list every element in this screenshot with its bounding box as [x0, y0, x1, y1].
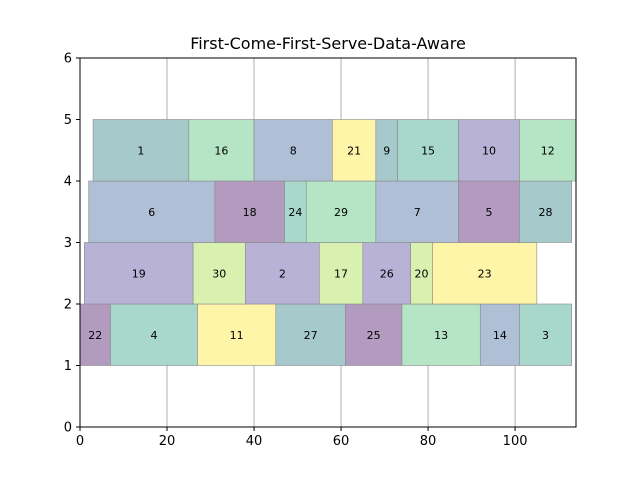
task-bar	[88, 180, 216, 243]
task-bar	[375, 180, 459, 243]
task-bar	[519, 119, 577, 182]
y-tick-label: 6	[64, 52, 72, 67]
task-bar-label: 27	[304, 329, 318, 342]
x-tick-label: 40	[246, 434, 263, 449]
task-bar	[92, 119, 190, 182]
task-bar-label: 18	[243, 206, 257, 219]
task-bar-label: 4	[150, 329, 157, 342]
task-bar-label: 2	[279, 267, 286, 280]
task-bar-label: 30	[212, 267, 226, 280]
task-bar-label: 19	[132, 267, 146, 280]
task-bar	[110, 303, 198, 366]
task-bar-label: 1	[137, 144, 144, 157]
task-bar-label: 13	[434, 329, 448, 342]
task-bar-label: 24	[288, 206, 302, 219]
task-bar-label: 12	[541, 144, 555, 157]
task-bar-label: 5	[485, 206, 492, 219]
task-bar-label: 29	[334, 206, 348, 219]
task-bar	[401, 303, 481, 366]
task-bar-label: 23	[478, 267, 492, 280]
task-bar-label: 16	[214, 144, 228, 157]
y-tick-label: 5	[64, 113, 72, 128]
task-bar-label: 22	[88, 329, 102, 342]
task-bar-label: 20	[415, 267, 429, 280]
task-bar	[519, 303, 572, 366]
task-bar	[275, 303, 346, 366]
x-tick-label: 0	[76, 434, 84, 449]
task-bar-label: 3	[542, 329, 549, 342]
task-bar	[458, 180, 520, 243]
x-tick-label: 20	[159, 434, 176, 449]
task-bar-label: 7	[414, 206, 421, 219]
x-axis-ticks: 0 20 40 60 80 100	[76, 427, 528, 449]
task-bar-label: 25	[367, 329, 381, 342]
y-axis-ticks: 0 1 2 3 4 5 6	[64, 52, 80, 436]
bars-group: 22 4 11 27 25 13 14 3 19 30 2 17 26 20 23 6 18 24 29 7 5 28 1 1…	[79, 119, 577, 366]
task-bar-label: 26	[380, 267, 394, 280]
task-bar	[84, 242, 194, 305]
task-bar-label: 11	[230, 329, 244, 342]
task-bar-label: 9	[383, 144, 390, 157]
task-bar	[192, 242, 246, 305]
task-bar-label: 14	[493, 329, 507, 342]
task-bar-label: 28	[539, 206, 553, 219]
task-bar	[197, 303, 277, 366]
task-bar	[397, 119, 459, 182]
task-bar	[362, 242, 411, 305]
y-tick-label: 2	[64, 298, 72, 313]
task-bar	[432, 242, 538, 305]
task-bar-label: 21	[347, 144, 361, 157]
task-bar-label: 10	[482, 144, 496, 157]
x-tick-label: 80	[420, 434, 437, 449]
y-tick-label: 3	[64, 236, 72, 251]
y-tick-label: 4	[64, 175, 72, 190]
task-bar	[345, 303, 403, 366]
chart-title: First-Come-First-Serve-Data-Aware	[190, 34, 466, 53]
task-bar-label: 6	[148, 206, 155, 219]
x-tick-label: 60	[333, 434, 350, 449]
task-bar	[305, 180, 377, 243]
task-bar	[458, 119, 520, 182]
task-bar	[214, 180, 285, 243]
task-bar-label: 15	[421, 144, 435, 157]
y-tick-label: 0	[64, 421, 72, 436]
task-bar	[519, 180, 572, 243]
y-tick-label: 1	[64, 359, 72, 374]
x-tick-label: 100	[503, 434, 528, 449]
task-bar	[332, 119, 377, 182]
task-bar-label: 8	[290, 144, 297, 157]
task-bar-label: 17	[334, 267, 348, 280]
task-bar	[253, 119, 333, 182]
